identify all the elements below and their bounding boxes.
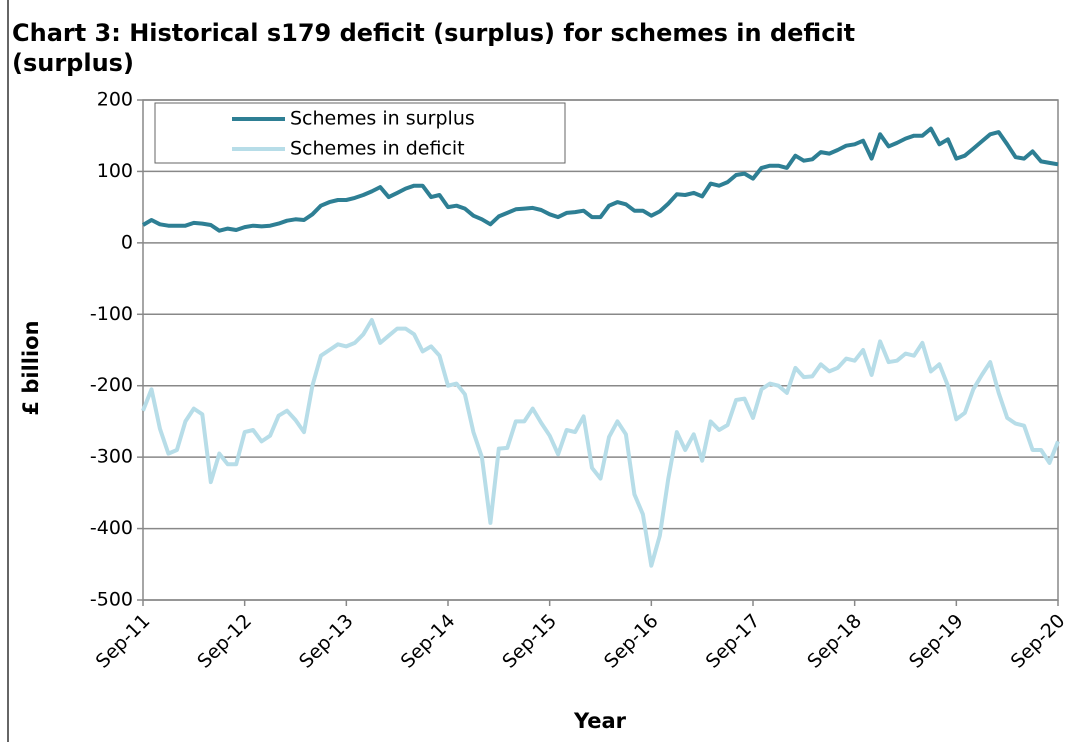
- y-tick-label: 0: [121, 231, 133, 253]
- x-tick-label: Sep-18: [803, 610, 866, 673]
- y-tick-label: 200: [97, 89, 133, 111]
- x-tick-label: Sep-15: [498, 610, 561, 673]
- y-tick-label: -200: [90, 374, 133, 396]
- y-tick-label: 100: [97, 160, 133, 182]
- x-tick-label: Sep-20: [1007, 610, 1070, 673]
- x-axis-label: Year: [573, 709, 627, 733]
- x-tick-label: Sep-19: [905, 610, 968, 673]
- x-tick-label: Sep-12: [193, 610, 256, 673]
- y-tick-label: -100: [90, 303, 133, 325]
- legend-label: Schemes in deficit: [290, 138, 465, 160]
- x-tick-label: Sep-14: [397, 610, 460, 673]
- x-tick-label: Sep-16: [600, 610, 663, 673]
- y-tick-label: -500: [90, 589, 133, 611]
- y-axis-label: £ billion: [19, 320, 43, 415]
- legend-box: [154, 102, 566, 164]
- x-tick-label: Sep-13: [295, 610, 358, 673]
- series-line: [141, 126, 1059, 233]
- legend-label: Schemes in surplus: [290, 108, 475, 130]
- x-tick-label: Sep-11: [92, 610, 155, 673]
- y-tick-label: -400: [90, 517, 133, 539]
- y-tick-label: -300: [90, 446, 133, 468]
- x-tick-label: Sep-17: [702, 610, 765, 673]
- series-line: [141, 318, 1060, 568]
- plot-area: [142, 99, 1059, 601]
- chart-title: Chart 3: Historical s179 deficit (surplu…: [12, 19, 856, 77]
